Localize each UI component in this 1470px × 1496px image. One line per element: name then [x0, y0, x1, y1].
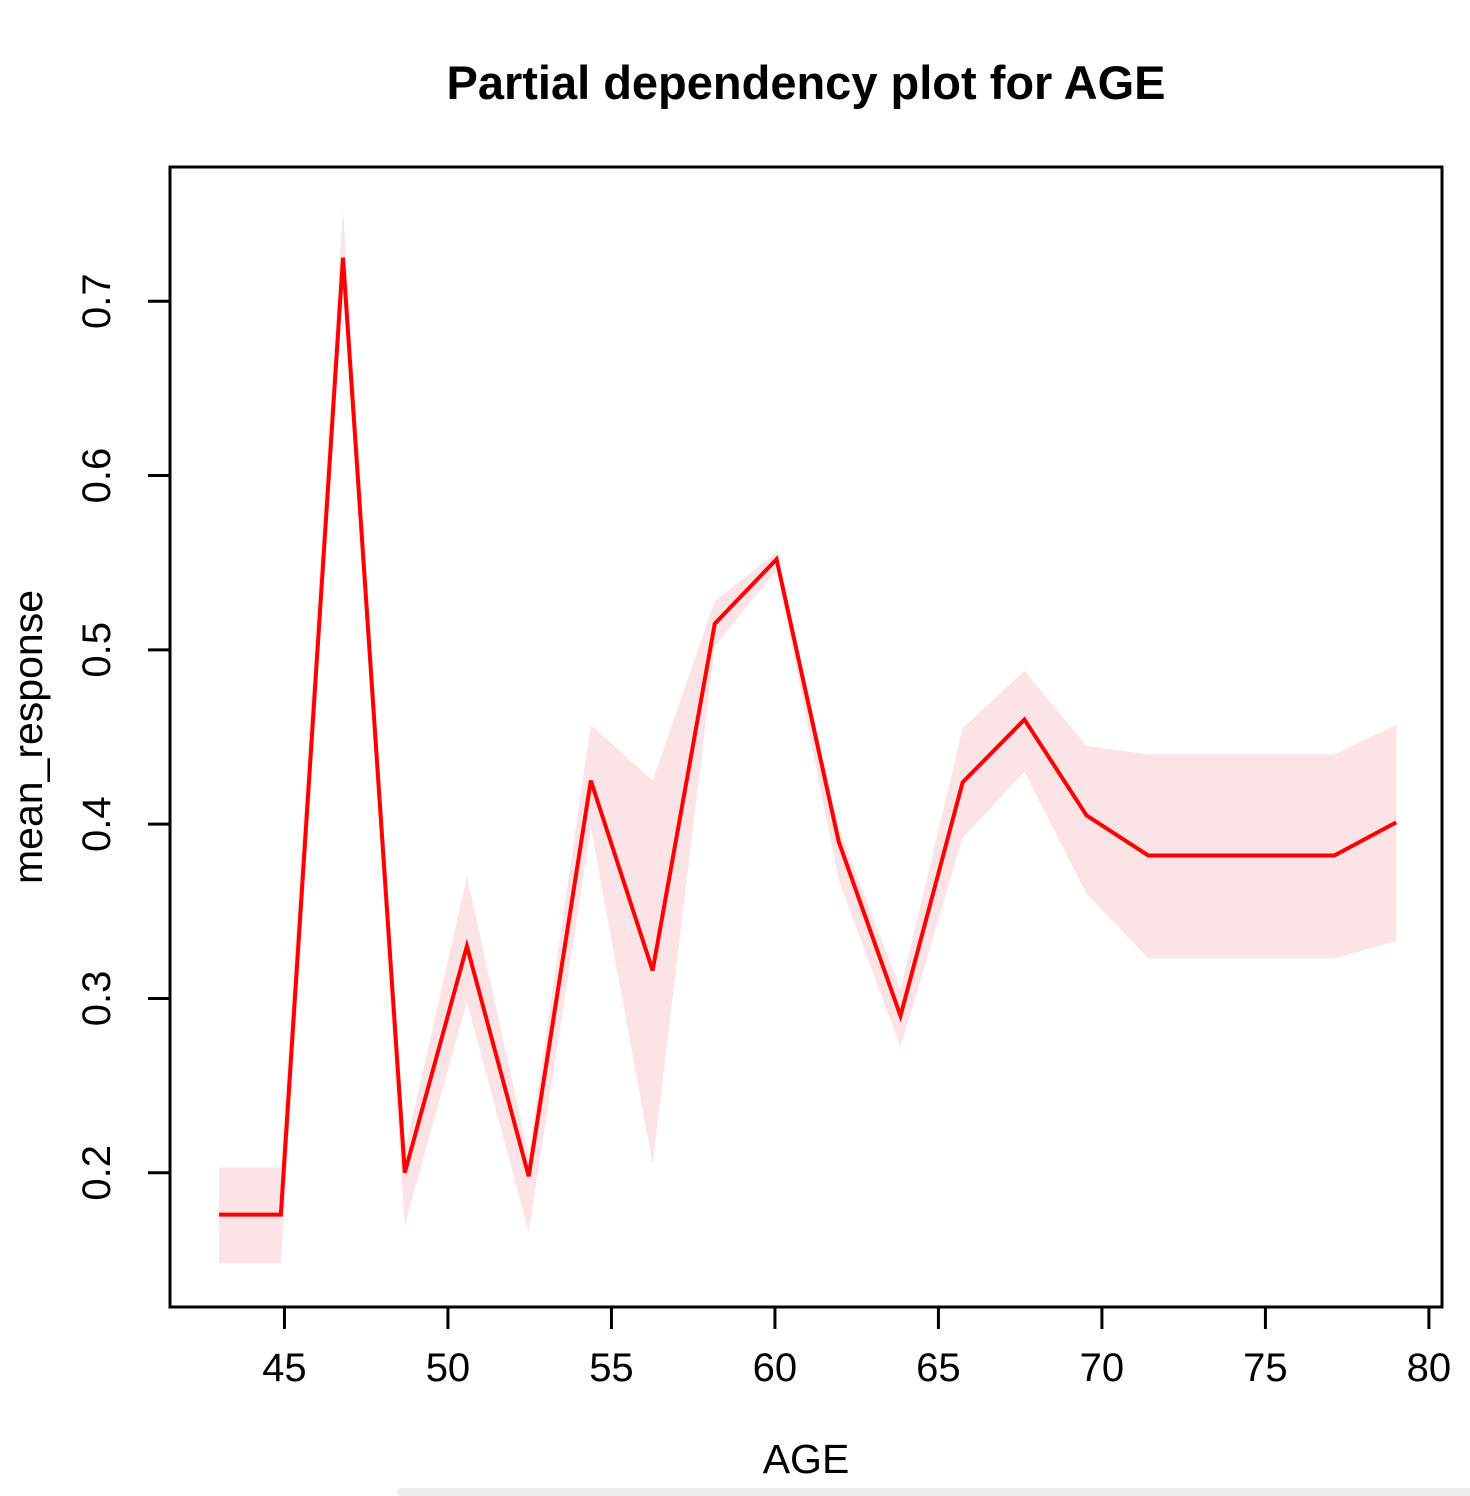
- y-axis-title: mean_response: [5, 590, 51, 884]
- x-axis-title: AGE: [763, 1436, 850, 1482]
- x-tick-label: 70: [1080, 1346, 1125, 1390]
- y-tick-label: 0.3: [75, 971, 119, 1027]
- horizontal-scrollbar[interactable]: [397, 1488, 1470, 1496]
- chart-title: Partial dependency plot for AGE: [446, 56, 1165, 109]
- y-tick-label: 0.2: [75, 1145, 119, 1201]
- confidence-band: [219, 210, 1397, 1264]
- x-tick-label: 65: [916, 1346, 961, 1390]
- y-tick-label: 0.5: [75, 622, 119, 678]
- y-tick-label: 0.4: [75, 796, 119, 852]
- x-tick-label: 45: [262, 1346, 307, 1390]
- axes: 45 50 55 60 65 70 75 80 0.2 0.3 0.4 0.5 0.6 0.7: [75, 273, 1451, 1390]
- y-tick-label: 0.7: [75, 273, 119, 329]
- confidence-band-area: [219, 210, 1397, 1264]
- x-tick-label: 60: [753, 1346, 798, 1390]
- x-tick-label: 55: [589, 1346, 634, 1390]
- mean-response-line: [219, 257, 1398, 1217]
- plot-border: [168, 165, 1444, 1309]
- x-tick-label: 50: [426, 1346, 471, 1390]
- x-tick-label: 80: [1407, 1346, 1452, 1390]
- mean-response-polyline: [219, 257, 1398, 1217]
- x-tick-label: 75: [1243, 1346, 1288, 1390]
- y-tick-label: 0.6: [75, 448, 119, 504]
